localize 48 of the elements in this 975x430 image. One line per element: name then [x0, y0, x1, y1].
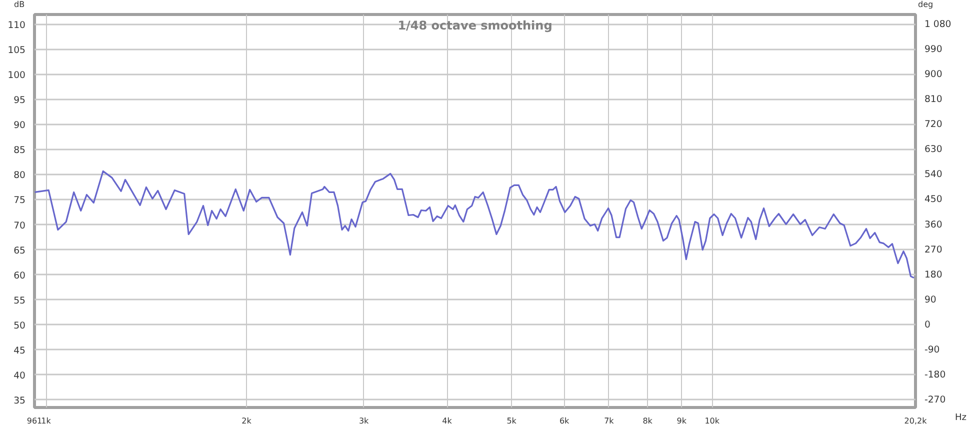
x-tick-label: 20,2k	[904, 416, 928, 426]
x-tick-label: 3k	[358, 416, 370, 426]
y-tick-label: 60	[14, 270, 26, 282]
y-tick-label: 50	[14, 320, 26, 332]
x-tick-label: 7k	[604, 416, 614, 426]
x-tick-label: 10k	[704, 416, 720, 426]
y-tick-label: 90	[14, 120, 26, 132]
y2-tick-label: -270	[924, 394, 946, 406]
y-tick-label: 80	[14, 170, 26, 182]
y-tick-label: 35	[14, 395, 26, 406]
y2-tick-label: 270	[924, 244, 942, 256]
y2-tick-label: 1 080	[924, 19, 952, 30]
y2-tick-label: 720	[924, 119, 942, 130]
x-tick-label: 8k	[642, 416, 653, 426]
y-tick-label: 85	[14, 145, 26, 156]
y-tick-label: 105	[8, 45, 26, 56]
x-tick-label: 4k	[442, 416, 452, 426]
y-tick-label: 110	[8, 20, 26, 32]
x-tick-label: 1k	[41, 416, 52, 426]
y-tick-label: 75	[14, 195, 26, 206]
x-tick-label: 961	[26, 416, 42, 426]
chart-title: 1/48 octave smoothing	[398, 18, 552, 32]
y2-axis-title: deg	[918, 0, 934, 10]
y2-tick-label: 990	[924, 44, 942, 56]
y2-tick-label: 900	[924, 69, 942, 80]
y2-tick-label: -90	[924, 344, 940, 356]
y2-tick-label: 360	[924, 219, 942, 230]
y2-tick-label: 0	[924, 319, 930, 330]
y2-tick-label: -180	[924, 369, 946, 380]
y2-tick-label: 810	[924, 94, 942, 106]
y2-tick-label: 450	[924, 194, 942, 206]
x-tick-label: 6k	[559, 416, 570, 426]
y2-tick-label: 540	[924, 169, 942, 180]
y-tick-label: 70	[14, 220, 26, 232]
y2-tick-label: 630	[924, 144, 942, 156]
y-tick-label: 55	[14, 295, 26, 306]
y-tick-label: 100	[8, 70, 26, 82]
y-tick-label: 40	[14, 370, 26, 382]
x-tick-label: 2k	[242, 416, 252, 426]
y-tick-label: 45	[14, 345, 26, 356]
x-tick-label: 9k	[676, 416, 687, 426]
x-axis-title: Hz	[955, 413, 966, 423]
y2-tick-label: 90	[924, 294, 936, 306]
y2-tick-label: 180	[924, 269, 942, 280]
y-tick-label: 65	[14, 245, 26, 256]
x-tick-label: 5k	[506, 416, 517, 426]
y-tick-label: 95	[14, 95, 26, 106]
y-axis-title: dB	[14, 0, 25, 10]
